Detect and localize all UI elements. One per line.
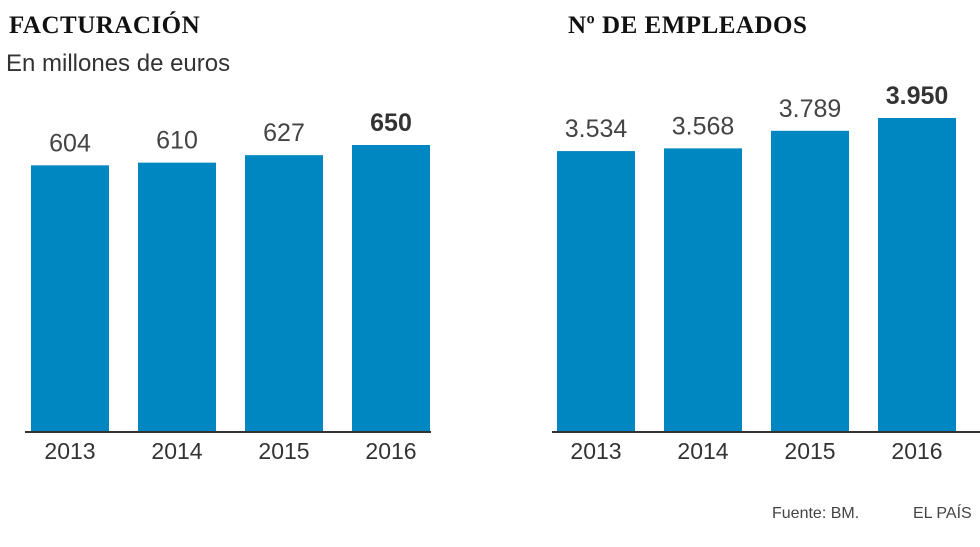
facturacion-value-label-2013: 604 bbox=[49, 129, 91, 157]
source-note: Fuente: BM. bbox=[772, 505, 860, 522]
facturacion-bar-2016 bbox=[352, 145, 430, 432]
facturacion-bar-2015 bbox=[245, 155, 323, 432]
empleados-tick-label-2014: 2014 bbox=[677, 438, 728, 464]
facturacion-bar-2013 bbox=[31, 165, 109, 432]
empleados-tick-label-2013: 2013 bbox=[570, 438, 621, 464]
empleados-bar-2015 bbox=[771, 130, 849, 433]
empleados-bar-2013 bbox=[557, 151, 635, 432]
facturacion-tick-label-2013: 2013 bbox=[44, 438, 95, 464]
empleados-value-label-2014: 3.568 bbox=[672, 112, 735, 140]
empleados-bar-chart: 3.534 2013 3.568 2014 3.789 2015 3.950 2016 bbox=[552, 82, 980, 464]
empleados-bar-2014 bbox=[664, 148, 742, 432]
chart-subtitle-facturacion: En millones de euros bbox=[6, 50, 231, 77]
empleados-bar-2016 bbox=[878, 118, 956, 432]
facturacion-tick-label-2015: 2015 bbox=[258, 438, 309, 464]
facturacion-value-label-2016: 650 bbox=[370, 109, 412, 137]
empleados-value-label-2015: 3.789 bbox=[779, 95, 842, 123]
facturacion-bar-2014 bbox=[138, 162, 216, 432]
empleados-tick-label-2015: 2015 bbox=[784, 438, 835, 464]
facturacion-value-label-2014: 610 bbox=[156, 127, 198, 155]
empleados-tick-label-2016: 2016 bbox=[891, 438, 942, 464]
brand-label: EL PAÍS bbox=[913, 505, 972, 522]
facturacion-value-label-2015: 627 bbox=[263, 119, 305, 147]
empleados-value-label-2016: 3.950 bbox=[886, 82, 949, 110]
empleados-value-label-2013: 3.534 bbox=[565, 115, 628, 143]
facturacion-bar-chart: 604 2013 610 2014 627 2015 650 2016 bbox=[25, 109, 431, 464]
chart-title-empleados: Nº DE EMPLEADOS bbox=[568, 12, 808, 39]
facturacion-tick-label-2014: 2014 bbox=[151, 438, 202, 464]
facturacion-tick-label-2016: 2016 bbox=[365, 438, 416, 464]
chart-title-facturacion: FACTURACIÓN bbox=[9, 12, 201, 39]
